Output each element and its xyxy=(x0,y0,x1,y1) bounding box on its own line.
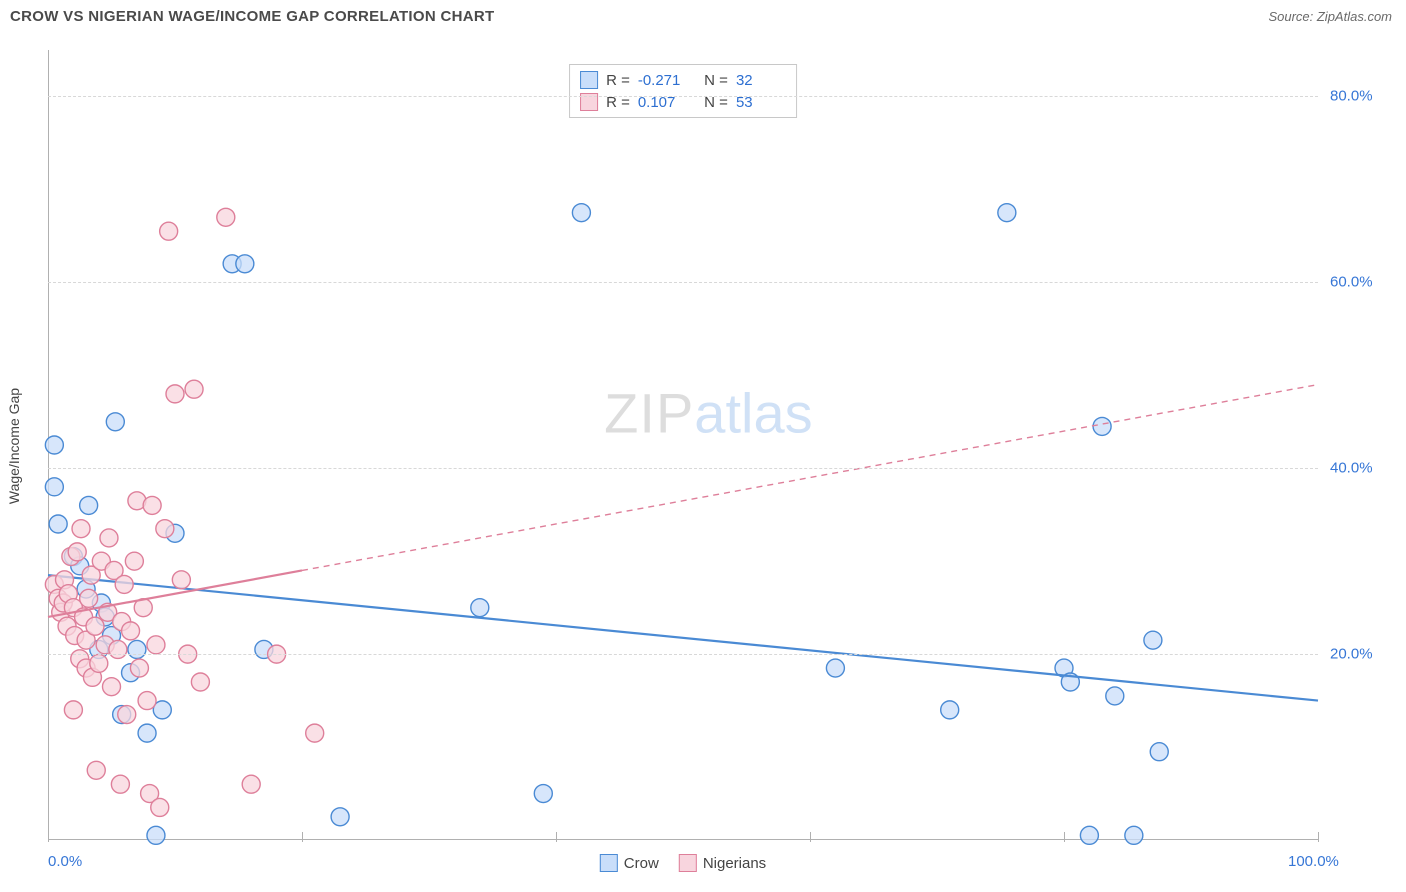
y-tick-label: 60.0% xyxy=(1330,274,1390,291)
data-point xyxy=(90,654,108,672)
stat-n-value: 32 xyxy=(736,72,786,89)
data-point xyxy=(87,761,105,779)
data-point xyxy=(151,798,169,816)
stats-legend-row: R = -0.271 N = 32 xyxy=(580,69,786,91)
data-point xyxy=(471,599,489,617)
stat-r-value: -0.271 xyxy=(638,72,688,89)
data-point xyxy=(1150,743,1168,761)
data-point xyxy=(166,385,184,403)
data-point xyxy=(147,826,165,844)
x-tick-label: 0.0% xyxy=(48,853,82,870)
data-point xyxy=(1144,631,1162,649)
legend-swatch xyxy=(600,854,618,872)
data-point xyxy=(80,589,98,607)
data-point xyxy=(130,659,148,677)
trend-line-extrapolated xyxy=(302,385,1318,571)
data-point xyxy=(111,775,129,793)
x-tick-label: 100.0% xyxy=(1288,853,1339,870)
data-point xyxy=(160,222,178,240)
legend-label: Nigerians xyxy=(703,855,766,872)
data-point xyxy=(941,701,959,719)
stats-legend-row: R = 0.107 N = 53 xyxy=(580,91,786,113)
data-point xyxy=(236,255,254,273)
grid-line xyxy=(48,654,1318,655)
x-tick-mark xyxy=(48,832,49,842)
y-tick-label: 20.0% xyxy=(1330,646,1390,663)
data-point xyxy=(103,678,121,696)
source-credit: Source: ZipAtlas.com xyxy=(1268,9,1392,24)
data-point xyxy=(125,552,143,570)
data-point xyxy=(572,204,590,222)
data-point xyxy=(185,380,203,398)
data-point xyxy=(217,208,235,226)
data-point xyxy=(534,785,552,803)
data-point xyxy=(68,543,86,561)
data-point xyxy=(86,617,104,635)
data-point xyxy=(64,701,82,719)
grid-line xyxy=(48,468,1318,469)
trend-line xyxy=(48,575,1318,700)
scatter-plot xyxy=(48,50,1318,840)
data-point xyxy=(49,515,67,533)
data-point xyxy=(109,640,127,658)
data-point xyxy=(45,478,63,496)
stat-n-label: N = xyxy=(696,72,728,89)
data-point xyxy=(998,204,1016,222)
data-point xyxy=(45,436,63,454)
data-point xyxy=(331,808,349,826)
y-axis-label: Wage/Income Gap xyxy=(6,388,22,504)
data-point xyxy=(826,659,844,677)
data-point xyxy=(106,413,124,431)
title-row: CROW VS NIGERIAN WAGE/INCOME GAP CORRELA… xyxy=(0,0,1406,29)
legend-label: Crow xyxy=(624,855,659,872)
legend-swatch xyxy=(679,854,697,872)
data-point xyxy=(306,724,324,742)
data-point xyxy=(1106,687,1124,705)
data-point xyxy=(138,724,156,742)
data-point xyxy=(115,575,133,593)
legend-swatch xyxy=(580,71,598,89)
stat-r-label: R = xyxy=(606,72,630,89)
x-tick-mark xyxy=(302,832,303,842)
data-point xyxy=(172,571,190,589)
data-point xyxy=(1080,826,1098,844)
x-tick-mark xyxy=(1064,832,1065,842)
grid-line xyxy=(48,282,1318,283)
data-point xyxy=(191,673,209,691)
data-point xyxy=(72,520,90,538)
chart-area: ZIPatlas R = -0.271 N = 32R = 0.107 N = … xyxy=(48,50,1318,840)
data-point xyxy=(122,622,140,640)
x-tick-mark xyxy=(1318,832,1319,842)
data-point xyxy=(138,692,156,710)
data-point xyxy=(1093,417,1111,435)
series-legend: Crow Nigerians xyxy=(600,854,766,872)
stats-legend: R = -0.271 N = 32R = 0.107 N = 53 xyxy=(569,64,797,118)
data-point xyxy=(80,496,98,514)
data-point xyxy=(100,529,118,547)
data-point xyxy=(242,775,260,793)
y-tick-label: 80.0% xyxy=(1330,88,1390,105)
x-tick-mark xyxy=(556,832,557,842)
x-tick-mark xyxy=(810,832,811,842)
data-point xyxy=(143,496,161,514)
legend-item: Crow xyxy=(600,854,659,872)
grid-line xyxy=(48,96,1318,97)
y-tick-label: 40.0% xyxy=(1330,460,1390,477)
data-point xyxy=(156,520,174,538)
data-point xyxy=(118,706,136,724)
data-point xyxy=(128,640,146,658)
data-point xyxy=(1125,826,1143,844)
data-point xyxy=(147,636,165,654)
chart-title: CROW VS NIGERIAN WAGE/INCOME GAP CORRELA… xyxy=(10,8,494,25)
legend-item: Nigerians xyxy=(679,854,766,872)
